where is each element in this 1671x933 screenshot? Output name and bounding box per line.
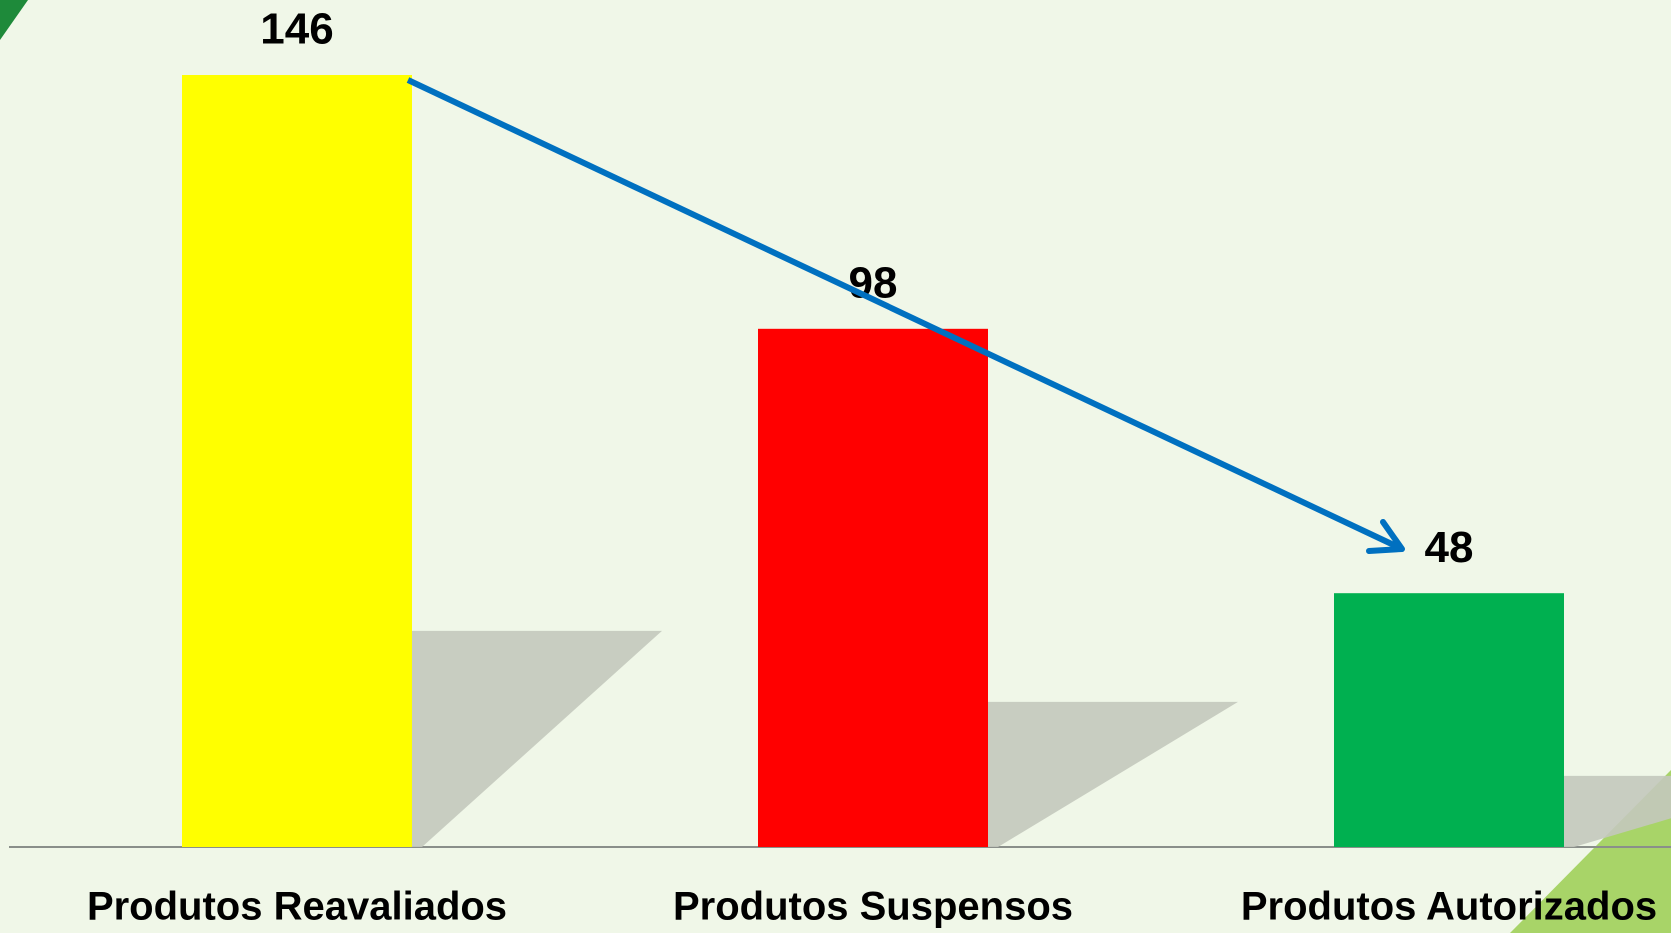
bar-shadow <box>988 701 1238 847</box>
data-label: 146 <box>260 5 333 54</box>
x-tick-label: Produtos Reavaliados <box>87 885 507 929</box>
data-label: 48 <box>1425 523 1474 572</box>
bar-shadow <box>1564 775 1671 847</box>
x-tick-label: Produtos Autorizados <box>1241 885 1657 929</box>
bar <box>1334 593 1564 847</box>
trend-arrow <box>406 77 1405 554</box>
bar <box>758 328 988 847</box>
corner-decoration <box>0 0 28 40</box>
arrow-line <box>406 77 1400 550</box>
bar-shadow <box>412 630 662 847</box>
arrow-head <box>1366 519 1405 554</box>
bar <box>182 75 412 847</box>
x-tick-label: Produtos Suspensos <box>673 885 1073 929</box>
